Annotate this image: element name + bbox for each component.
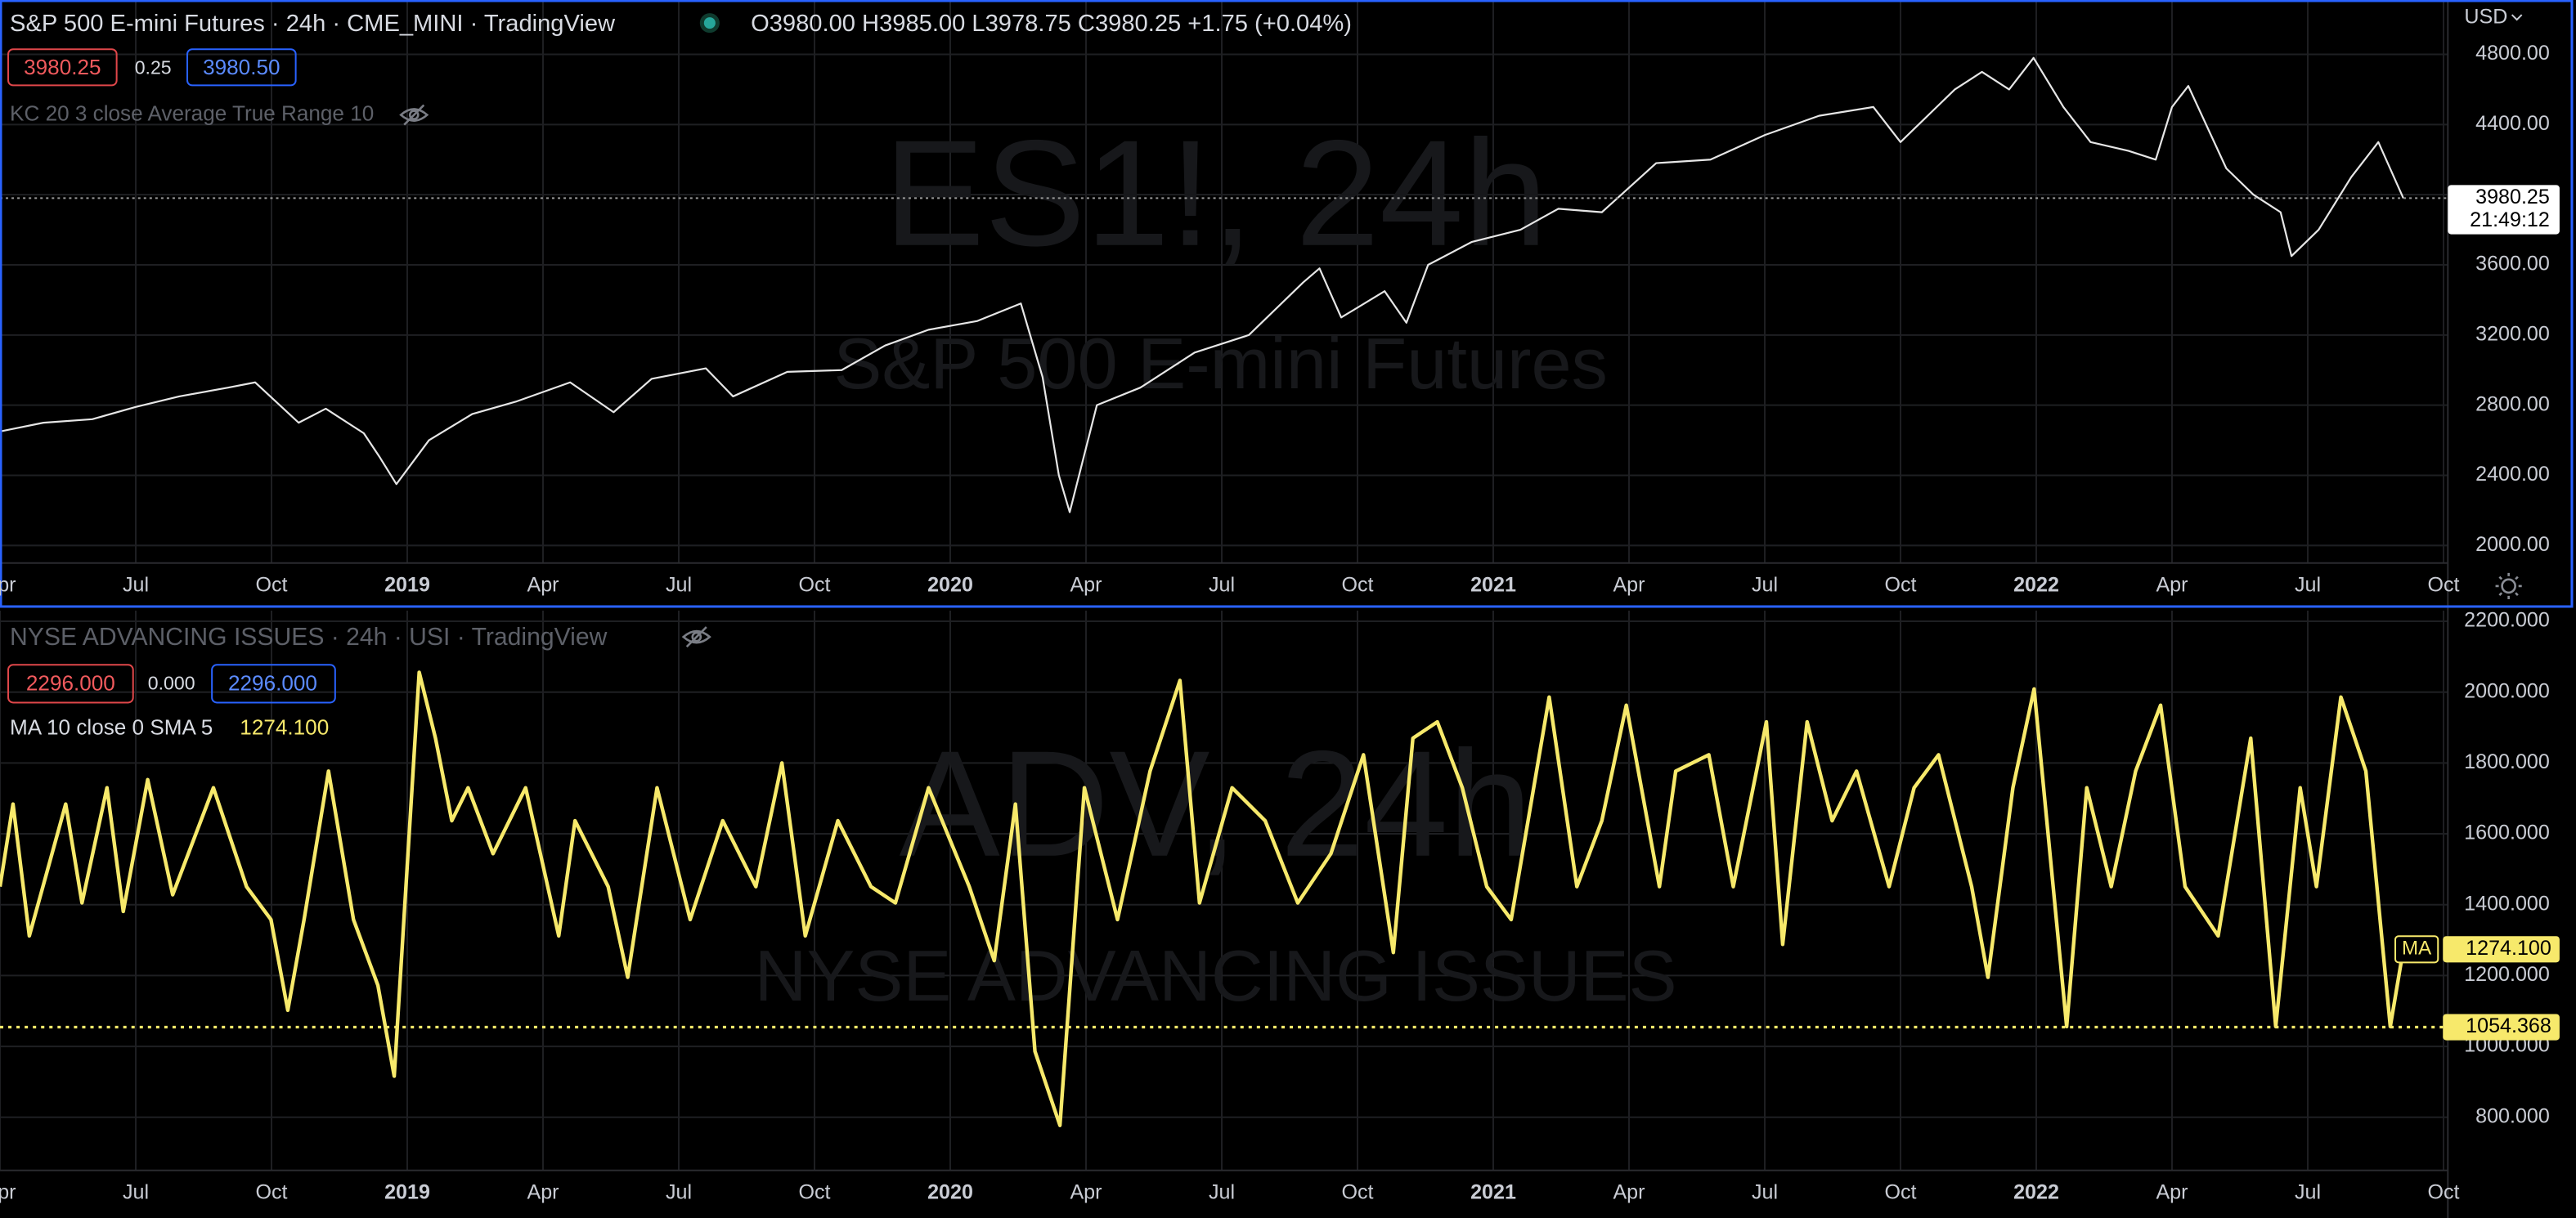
y-tick-label: 800.000 (2475, 1104, 2550, 1127)
x-tick-label: Oct (255, 1181, 287, 1204)
x-tick-label: 2021 (1470, 1181, 1516, 1204)
y-tick-label: 2200.000 (2464, 609, 2550, 632)
x-tick-label: Oct (798, 574, 830, 597)
x-tick-label: Jul (1209, 574, 1235, 597)
y-tick-label: 4400.00 (2475, 112, 2550, 135)
status-dot (703, 17, 716, 29)
x-tick-label: 2019 (384, 1181, 430, 1204)
price-tag-label: 3980.25 (2475, 186, 2550, 208)
x-tick-label: Apr (1613, 574, 1645, 597)
indicator-legend[interactable]: MA 10 close 0 SMA 5 (10, 714, 213, 739)
sell-price[interactable]: 2296.000 (26, 670, 115, 695)
x-tick-label: Oct (1884, 1181, 1916, 1204)
chart-title[interactable]: S&P 500 E-mini Futures · 24h · CME_MINI … (10, 11, 616, 37)
x-tick-label: Oct (255, 574, 287, 597)
series-tag-name: MA (2402, 938, 2432, 960)
hide-icon[interactable] (399, 104, 429, 126)
x-tick-label: Jul (123, 1181, 149, 1204)
x-tick-label: Jul (1209, 1181, 1235, 1204)
watermark: ES1!, 24h (884, 110, 1548, 278)
x-tick-label: Apr (1613, 1181, 1645, 1204)
indicator-value: 1274.100 (240, 714, 329, 739)
x-tick-label: 2019 (384, 574, 430, 597)
series-line (0, 56, 2404, 513)
spread: 0.25 (135, 56, 172, 78)
spread: 0.000 (148, 672, 195, 693)
x-tick-label: Oct (1341, 574, 1373, 597)
watermark-subtitle: NYSE ADVANCING ISSUES (755, 935, 1677, 1016)
x-tick-label: Apr (2156, 1181, 2188, 1204)
x-tick-label: Jul (1752, 1181, 1778, 1204)
x-tick-label: Apr (0, 1181, 16, 1204)
x-tick-label: 2022 (2013, 1181, 2059, 1204)
x-tick-label: 2020 (927, 574, 973, 597)
x-tick-label: Oct (2427, 1181, 2459, 1204)
x-tick-label: Jul (2295, 574, 2321, 597)
y-tick-label: 1600.000 (2464, 822, 2550, 844)
grid (0, 0, 2448, 1171)
sell-price[interactable]: 3980.25 (24, 55, 101, 79)
x-tick-label: 2021 (1470, 574, 1516, 597)
x-tick-label: Jul (666, 574, 692, 597)
pane-selection (0, 0, 2574, 608)
x-tick-label: Jul (666, 1181, 692, 1204)
reference-tag (2443, 1014, 2560, 1041)
y-tick-label: 1200.000 (2464, 963, 2550, 986)
buy-button[interactable] (186, 48, 297, 87)
x-tick-label: Jul (2295, 1181, 2321, 1204)
watermark-subtitle: S&P 500 E-mini Futures (833, 323, 1607, 404)
x-tick-label: Oct (1341, 1181, 1373, 1204)
x-tick-label: Oct (1884, 574, 1916, 597)
buy-price[interactable]: 2296.000 (228, 670, 317, 695)
y-tick-label: 1400.000 (2464, 892, 2550, 915)
x-tick-label: Apr (0, 574, 16, 597)
y-tick-label: 4800.00 (2475, 42, 2550, 65)
value-tag (2443, 936, 2560, 963)
x-tick-label: Apr (527, 574, 559, 597)
sell-button[interactable] (7, 664, 134, 704)
x-tick-label: Oct (798, 1181, 830, 1204)
series-tag (2394, 935, 2439, 964)
x-tick-label: Apr (1070, 1181, 1102, 1204)
sell-button[interactable] (7, 48, 118, 87)
y-tick-label: 3200.00 (2475, 322, 2550, 345)
settings-icon[interactable] (2495, 572, 2522, 599)
chevron (2511, 14, 2523, 21)
watermark: ADV, 24h (900, 720, 1533, 889)
currency[interactable]: USD (2464, 6, 2507, 29)
y-tick-label: 2000.00 (2475, 533, 2550, 556)
x-tick-label: 2022 (2013, 574, 2059, 597)
y-tick-label: 2000.000 (2464, 679, 2550, 702)
x-tick-label: Jul (1752, 574, 1778, 597)
buy-price[interactable]: 3980.50 (203, 55, 280, 79)
x-tick-label: Apr (2156, 574, 2188, 597)
y-tick-label: 3600.00 (2475, 253, 2550, 275)
x-tick-label: Apr (527, 1181, 559, 1204)
y-tick-label: 1800.000 (2464, 750, 2550, 773)
price-tag (2448, 185, 2560, 235)
hide-icon[interactable] (681, 626, 711, 648)
plots (0, 56, 2448, 1127)
value-tag-label: 1274.100 (2466, 937, 2551, 960)
x-tick-label: 2020 (927, 1181, 973, 1204)
reference-tag-label: 1054.368 (2466, 1014, 2551, 1037)
x-tick-label: Oct (2427, 574, 2459, 597)
y-tick-label: 2400.00 (2475, 463, 2550, 486)
pane-title[interactable]: NYSE ADVANCING ISSUES · 24h · USI · Trad… (10, 624, 608, 651)
countdown: 21:49:12 (2470, 208, 2550, 231)
series-line (0, 670, 2406, 1127)
x-tick-label: Apr (1070, 574, 1102, 597)
indicator-legend[interactable]: KC 20 3 close Average True Range 10 (10, 101, 374, 125)
y-tick-label: 2800.00 (2475, 392, 2550, 415)
ohlc: O3980.00 H3985.00 L3978.75 C3980.25 +1.7… (751, 11, 1352, 37)
buy-button[interactable] (211, 664, 336, 704)
x-tick-label: Jul (123, 574, 149, 597)
